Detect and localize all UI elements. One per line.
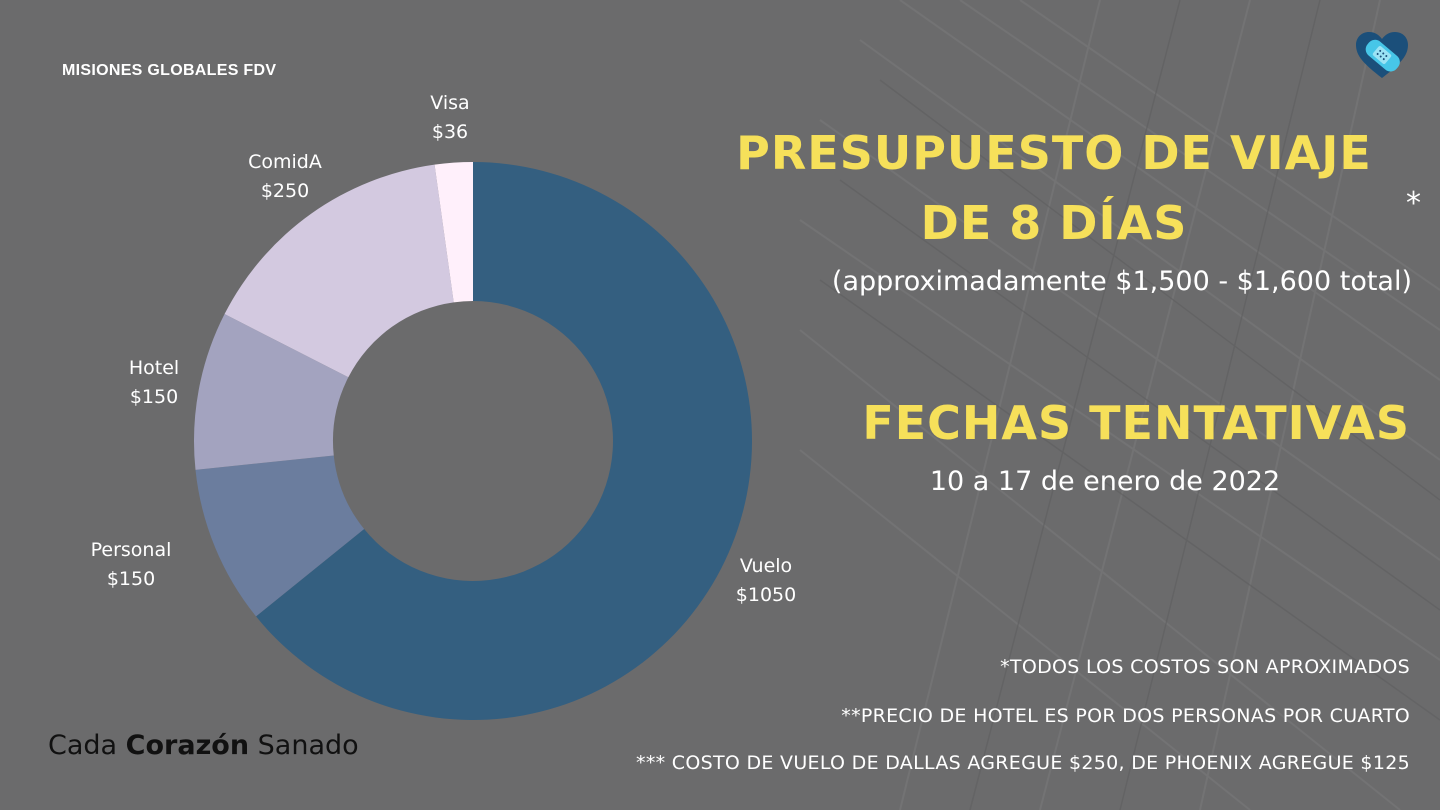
slice-label-visa: Visa [430, 92, 469, 114]
slice-value-vuelo: $1050 [736, 584, 796, 606]
title-line-2: DE 8 DÍAS [920, 196, 1188, 250]
slice-personal [195, 455, 365, 617]
total-estimate: (approximadamente $1,500 - $1,600 total) [831, 266, 1412, 297]
tagline: Cada Corazón Sanado [48, 730, 359, 761]
tagline-pre: Cada [48, 730, 126, 761]
slice-hotel [194, 314, 349, 470]
slice-visa [434, 162, 473, 303]
footnote-costs: *TODOS LOS COSTOS SON APROXIMADOS [1000, 656, 1410, 678]
title-line-1: PRESUPUESTO DE VIAJE [736, 126, 1372, 180]
heart-bandage-icon [1356, 32, 1408, 78]
organization-name: MISIONES GLOBALES FDV [62, 62, 277, 79]
footnote-hotel: **PRECIO DE HOTEL ES POR DOS PERSONAS PO… [841, 705, 1410, 727]
slice-value-hotel: $150 [130, 386, 178, 408]
slice-label-comida: ComidA [248, 151, 322, 173]
tagline-post: Sanado [249, 730, 359, 761]
slice-vuelo [256, 162, 752, 720]
tagline-bold: Corazón [125, 730, 250, 761]
title-asterisk: * [1406, 186, 1421, 221]
slice-value-visa: $36 [432, 121, 468, 143]
dates-title: FECHAS TENTATIVAS [862, 396, 1410, 450]
slice-label-personal: Personal [91, 539, 172, 561]
slice-comida [224, 164, 454, 378]
slice-label-vuelo: Vuelo [740, 555, 792, 577]
page-title: PRESUPUESTO DE VIAJE DE 8 DÍAS [704, 118, 1404, 258]
slice-label-hotel: Hotel [129, 357, 179, 379]
footnote-flight: *** COSTO DE VUELO DE DALLAS AGREGUE $25… [636, 752, 1410, 774]
trip-dates: 10 a 17 de enero de 2022 [929, 466, 1281, 497]
slice-value-comida: $250 [261, 180, 309, 202]
slice-value-personal: $150 [107, 568, 155, 590]
